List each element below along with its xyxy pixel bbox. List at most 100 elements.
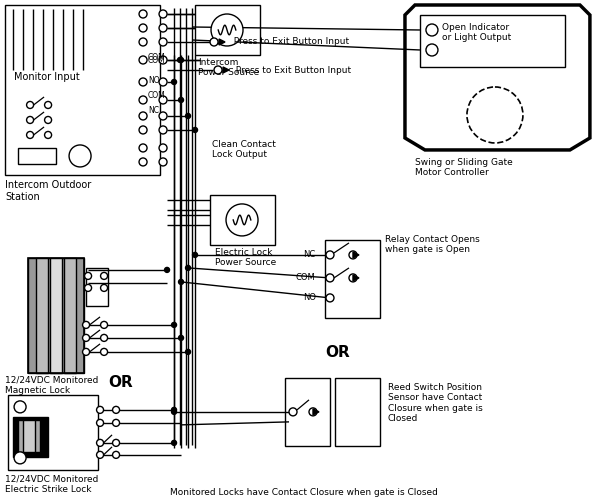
Circle shape bbox=[326, 251, 334, 259]
Circle shape bbox=[349, 251, 357, 259]
Bar bbox=[325, 240, 380, 318]
Circle shape bbox=[178, 58, 182, 62]
Circle shape bbox=[159, 38, 167, 46]
Polygon shape bbox=[405, 5, 590, 150]
Circle shape bbox=[159, 96, 167, 104]
Circle shape bbox=[85, 272, 92, 280]
Text: Relay Contact Opens
when gate is Open: Relay Contact Opens when gate is Open bbox=[385, 235, 480, 255]
Circle shape bbox=[97, 440, 104, 446]
Text: 12/24VDC Monitored
Electric Strike Lock: 12/24VDC Monitored Electric Strike Lock bbox=[5, 475, 98, 494]
Circle shape bbox=[193, 128, 197, 132]
Text: Swing or Sliding Gate
Motor Controller: Swing or Sliding Gate Motor Controller bbox=[415, 158, 513, 178]
Text: Press to Exit Button Input: Press to Exit Button Input bbox=[230, 66, 351, 75]
Bar bbox=[28, 258, 84, 373]
Circle shape bbox=[179, 98, 184, 102]
Circle shape bbox=[69, 145, 91, 167]
Circle shape bbox=[101, 284, 107, 292]
Text: Intercom Outdoor
Station: Intercom Outdoor Station bbox=[5, 180, 91, 202]
Circle shape bbox=[45, 132, 52, 138]
Circle shape bbox=[179, 336, 184, 340]
Circle shape bbox=[172, 408, 176, 412]
Bar bbox=[64, 258, 76, 373]
Circle shape bbox=[45, 116, 52, 123]
Polygon shape bbox=[313, 409, 319, 415]
Circle shape bbox=[139, 56, 147, 64]
Circle shape bbox=[211, 14, 243, 46]
Bar bbox=[23, 420, 35, 452]
Circle shape bbox=[45, 102, 52, 108]
Circle shape bbox=[139, 38, 147, 46]
Circle shape bbox=[139, 10, 147, 18]
Bar bbox=[50, 258, 62, 373]
Bar bbox=[36, 258, 48, 373]
Circle shape bbox=[309, 408, 317, 416]
Circle shape bbox=[101, 334, 107, 342]
Circle shape bbox=[159, 56, 167, 64]
Circle shape bbox=[113, 440, 120, 446]
Polygon shape bbox=[353, 275, 359, 281]
Circle shape bbox=[139, 144, 147, 152]
Bar bbox=[28, 258, 84, 373]
Circle shape bbox=[172, 410, 176, 414]
Circle shape bbox=[101, 348, 107, 356]
Text: COM: COM bbox=[148, 53, 166, 62]
Bar bbox=[5, 5, 160, 175]
Circle shape bbox=[185, 114, 191, 118]
Bar bbox=[285, 378, 330, 446]
Text: NC: NC bbox=[303, 250, 315, 259]
Circle shape bbox=[113, 420, 120, 426]
Bar bbox=[335, 378, 380, 446]
Circle shape bbox=[101, 272, 107, 280]
Circle shape bbox=[85, 284, 92, 292]
Circle shape bbox=[289, 408, 297, 416]
Text: Open Indicator
or Light Output: Open Indicator or Light Output bbox=[442, 23, 511, 42]
Text: NC: NC bbox=[148, 106, 159, 115]
Circle shape bbox=[113, 406, 120, 414]
Text: OR: OR bbox=[108, 375, 133, 390]
Circle shape bbox=[97, 406, 104, 414]
Text: Clean Contact
Lock Output: Clean Contact Lock Output bbox=[212, 140, 276, 160]
Circle shape bbox=[159, 112, 167, 120]
Circle shape bbox=[210, 38, 218, 46]
Circle shape bbox=[139, 158, 147, 166]
Text: NO: NO bbox=[303, 293, 316, 302]
Circle shape bbox=[172, 440, 176, 446]
Circle shape bbox=[14, 401, 26, 413]
Circle shape bbox=[97, 420, 104, 426]
Bar bbox=[86, 268, 108, 306]
Circle shape bbox=[139, 96, 147, 104]
Circle shape bbox=[14, 452, 26, 464]
Circle shape bbox=[193, 252, 197, 258]
Text: 12/24VDC Monitored
Magnetic Lock: 12/24VDC Monitored Magnetic Lock bbox=[5, 376, 98, 396]
Bar bbox=[8, 395, 98, 470]
Text: Reed Switch Position
Sensor have Contact
Closure when gate is
Closed: Reed Switch Position Sensor have Contact… bbox=[388, 383, 483, 423]
Circle shape bbox=[139, 126, 147, 134]
Circle shape bbox=[326, 294, 334, 302]
Text: OR: OR bbox=[325, 345, 350, 360]
Circle shape bbox=[159, 10, 167, 18]
Circle shape bbox=[83, 348, 89, 356]
Bar bbox=[195, 5, 260, 55]
Circle shape bbox=[426, 24, 438, 36]
Polygon shape bbox=[219, 39, 225, 45]
Bar bbox=[420, 15, 565, 67]
Circle shape bbox=[83, 334, 89, 342]
Circle shape bbox=[214, 66, 222, 74]
Circle shape bbox=[27, 132, 33, 138]
Text: COM: COM bbox=[148, 91, 166, 100]
Circle shape bbox=[179, 58, 184, 62]
Circle shape bbox=[426, 44, 438, 56]
Text: Monitored Locks have Contact Closure when gate is Closed: Monitored Locks have Contact Closure whe… bbox=[170, 488, 438, 497]
Text: COM: COM bbox=[148, 56, 166, 65]
Circle shape bbox=[139, 24, 147, 32]
Circle shape bbox=[226, 204, 258, 236]
Circle shape bbox=[159, 24, 167, 32]
Circle shape bbox=[27, 102, 33, 108]
Bar bbox=[18, 148, 56, 164]
Circle shape bbox=[185, 350, 191, 354]
Circle shape bbox=[159, 126, 167, 134]
Circle shape bbox=[326, 274, 334, 282]
Text: Monitor Input: Monitor Input bbox=[14, 72, 80, 82]
Circle shape bbox=[139, 78, 147, 86]
Text: Press to Exit Button Input: Press to Exit Button Input bbox=[228, 37, 349, 46]
